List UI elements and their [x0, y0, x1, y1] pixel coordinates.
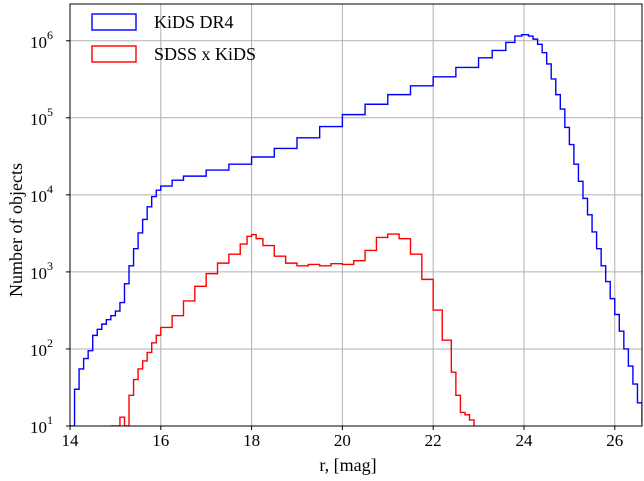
- y-tick-exponent: 1: [47, 413, 53, 427]
- legend-label: SDSS x KiDS: [154, 44, 256, 64]
- x-tick-label: 14: [62, 431, 80, 450]
- y-tick-label: 103: [30, 259, 53, 283]
- y-tick-exponent: 6: [47, 28, 53, 42]
- x-axis-ticks: 14 16 18 20 22 24 26: [62, 426, 623, 450]
- y-tick-exponent: 2: [47, 336, 53, 350]
- y-tick-label: 101: [30, 413, 53, 437]
- legend-swatch: [91, 13, 137, 31]
- y-tick-exponent: 4: [47, 182, 53, 196]
- x-tick-label: 22: [425, 431, 442, 450]
- x-axis-title: r, [mag]: [319, 455, 376, 475]
- legend-swatch: [91, 45, 137, 63]
- legend-label: KiDS DR4: [154, 12, 234, 32]
- x-tick-label: 20: [334, 431, 351, 450]
- y-axis-title: Number of objects: [6, 163, 26, 297]
- y-tick-label: 104: [30, 182, 53, 206]
- legend: KiDS DR4 SDSS x KiDS: [91, 12, 256, 64]
- grid-lines: [69, 4, 642, 427]
- x-tick-label: 18: [243, 431, 260, 450]
- series-line-1: [70, 33, 642, 426]
- series-line-2: [110, 233, 475, 426]
- y-tick-label: 105: [30, 105, 53, 129]
- y-tick-exponent: 5: [47, 105, 53, 119]
- y-axis-ticks: 101 102 103 104 105 106: [30, 28, 70, 437]
- x-tick-label: 16: [152, 431, 169, 450]
- y-tick-label: 102: [30, 336, 53, 360]
- y-tick-exponent: 3: [47, 259, 53, 273]
- x-tick-label: 26: [606, 431, 623, 450]
- x-tick-label: 24: [515, 431, 533, 450]
- plot-frame: [69, 3, 643, 427]
- series-layer: [70, 33, 642, 426]
- y-tick-label: 106: [30, 28, 53, 52]
